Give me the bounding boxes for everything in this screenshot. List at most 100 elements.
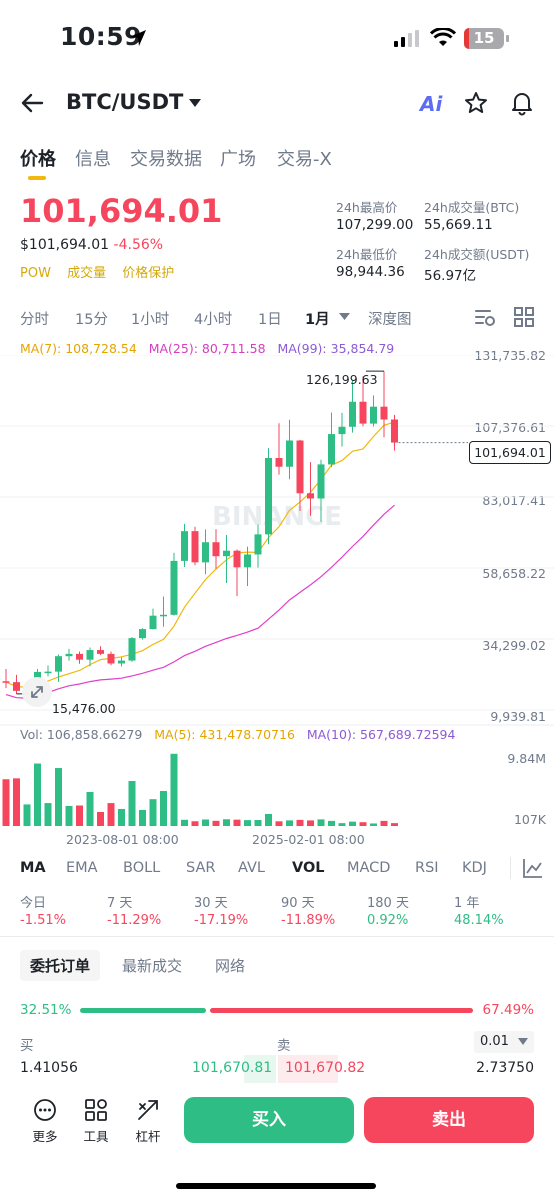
cellular-signal-icon: [394, 30, 419, 47]
interval-1h[interactable]: 1小时: [131, 312, 170, 328]
buy-ratio: 32.51%: [20, 1002, 72, 1018]
tab-order-book[interactable]: 委托订单: [20, 950, 101, 981]
indicator-ma[interactable]: MA: [20, 860, 46, 876]
indicator-boll[interactable]: BOLL: [123, 860, 161, 876]
high-marker-label: 126,199.63: [306, 372, 378, 387]
volume-bar: [97, 811, 104, 826]
candle-body: [265, 457, 272, 535]
indicator-vol[interactable]: VOL: [292, 860, 325, 876]
volume-bar: [244, 820, 251, 826]
ai-assistant-button[interactable]: Ai: [420, 92, 443, 116]
tab-trading-data[interactable]: 交易数据: [130, 149, 202, 170]
high-label: 24h最高价: [336, 200, 398, 215]
indicator-ema[interactable]: EMA: [66, 860, 98, 876]
time-axis-label: 2025-02-01 08:00: [252, 832, 365, 847]
volume-bar: [86, 791, 94, 826]
interval-15m[interactable]: 15分: [75, 312, 108, 328]
indicator-sar[interactable]: SAR: [186, 860, 216, 876]
ma99-value: MA(99): 35,854.79: [277, 341, 395, 356]
vol-axis-bottom: 107K: [513, 812, 546, 827]
ask-price[interactable]: 101,670.82: [285, 1060, 366, 1076]
candle-body: [149, 615, 157, 630]
interval-1d[interactable]: 1日: [258, 312, 282, 328]
vol-btc-value: 55,669.11: [424, 217, 493, 233]
grid-layout-icon[interactable]: [514, 307, 534, 327]
candle-body: [202, 542, 209, 563]
bid-price[interactable]: 101,670.81: [192, 1060, 273, 1076]
indicator-avl[interactable]: AVL: [238, 860, 265, 876]
ask-header: 卖: [277, 1038, 291, 1054]
candle-body: [370, 406, 377, 424]
interval-timeline[interactable]: 分时: [20, 312, 49, 328]
indicator-kdj[interactable]: KDJ: [462, 860, 487, 876]
bell-icon[interactable]: [510, 90, 534, 116]
volume-bar: [65, 805, 73, 826]
buy-button[interactable]: 买入: [184, 1097, 354, 1143]
indicator-settings-icon[interactable]: [522, 857, 544, 879]
candle-body: [44, 671, 52, 674]
precision-value: 0.01: [480, 1034, 509, 1049]
tab-trade-x[interactable]: 交易-X: [277, 149, 332, 170]
usd-price: $101,694.01: [20, 237, 110, 253]
volume-bar: [202, 819, 209, 826]
leverage-button[interactable]: 杠杆: [128, 1098, 168, 1145]
ma25-value: MA(25): 80,711.58: [148, 341, 266, 356]
volume-bar: [328, 820, 335, 826]
ma-legend: MA(7): 108,728.54 MA(25): 80,711.58 MA(9…: [20, 341, 394, 356]
caret-down-icon[interactable]: [188, 98, 202, 108]
candlestick-chart[interactable]: BINANCE: [0, 355, 554, 831]
interval-4h[interactable]: 4小时: [194, 312, 233, 328]
candle-body: [55, 656, 62, 672]
chart-grid: [0, 355, 554, 726]
tab-recent-trades[interactable]: 最新成交: [122, 957, 183, 975]
markers: [16, 370, 468, 695]
tab-price[interactable]: 价格: [20, 149, 56, 170]
volume-bar: [212, 820, 220, 826]
tab-square[interactable]: 广场: [220, 149, 256, 170]
indicator-macd[interactable]: MACD: [347, 860, 391, 876]
volume-bar: [139, 809, 146, 826]
perf-label: 90 天: [281, 896, 315, 911]
tag-price-protection[interactable]: 价格保护: [122, 266, 175, 281]
candle-body: [65, 653, 73, 657]
volume-bar: [338, 823, 346, 826]
volume-bars: [2, 753, 398, 826]
volume-bar: [223, 819, 230, 826]
interval-depth[interactable]: 深度图: [368, 312, 412, 328]
precision-select[interactable]: 0.01: [474, 1031, 534, 1053]
volume-bar: [2, 779, 10, 826]
interval-1mo[interactable]: 1月: [305, 312, 330, 328]
candle-body: [97, 650, 104, 654]
back-arrow-icon[interactable]: [20, 92, 44, 114]
tag-volume[interactable]: 成交量: [67, 266, 107, 281]
volume-bar: [370, 823, 377, 826]
perf-label: 今日: [20, 896, 47, 911]
candle-body: [107, 653, 115, 664]
expand-chart-button[interactable]: [22, 677, 52, 707]
star-icon[interactable]: [464, 91, 488, 115]
time-axis-label: 2023-08-01 08:00: [66, 832, 179, 847]
tab-info[interactable]: 信息: [75, 149, 111, 170]
tag-pow[interactable]: POW: [20, 266, 51, 281]
candles: [2, 371, 398, 694]
vol-ma5-value: MA(5): 431,478.70716: [154, 727, 295, 742]
candle-body: [307, 493, 314, 499]
tab-network[interactable]: 网络: [215, 957, 246, 975]
more-button[interactable]: 更多: [25, 1098, 65, 1145]
candle-body: [76, 653, 83, 660]
bid-header: 买: [20, 1038, 34, 1054]
volume-bar: [23, 804, 31, 826]
ratio-bar: [80, 1008, 473, 1013]
candle-body: [391, 419, 398, 443]
vol-ma10-value: MA(10): 567,689.72594: [306, 727, 456, 742]
candle-body: [254, 534, 262, 555]
pair-title[interactable]: BTC/USDT: [66, 90, 184, 114]
indicator-rsi[interactable]: RSI: [415, 860, 439, 876]
sell-button[interactable]: 卖出: [364, 1097, 534, 1143]
candle-body: [212, 542, 220, 557]
chart-settings-icon[interactable]: [474, 306, 496, 328]
leverage-label: 杠杆: [135, 1129, 161, 1144]
volume-bar: [160, 790, 167, 826]
tools-button[interactable]: 工具: [76, 1098, 116, 1145]
interval-caret-icon[interactable]: [339, 313, 350, 321]
